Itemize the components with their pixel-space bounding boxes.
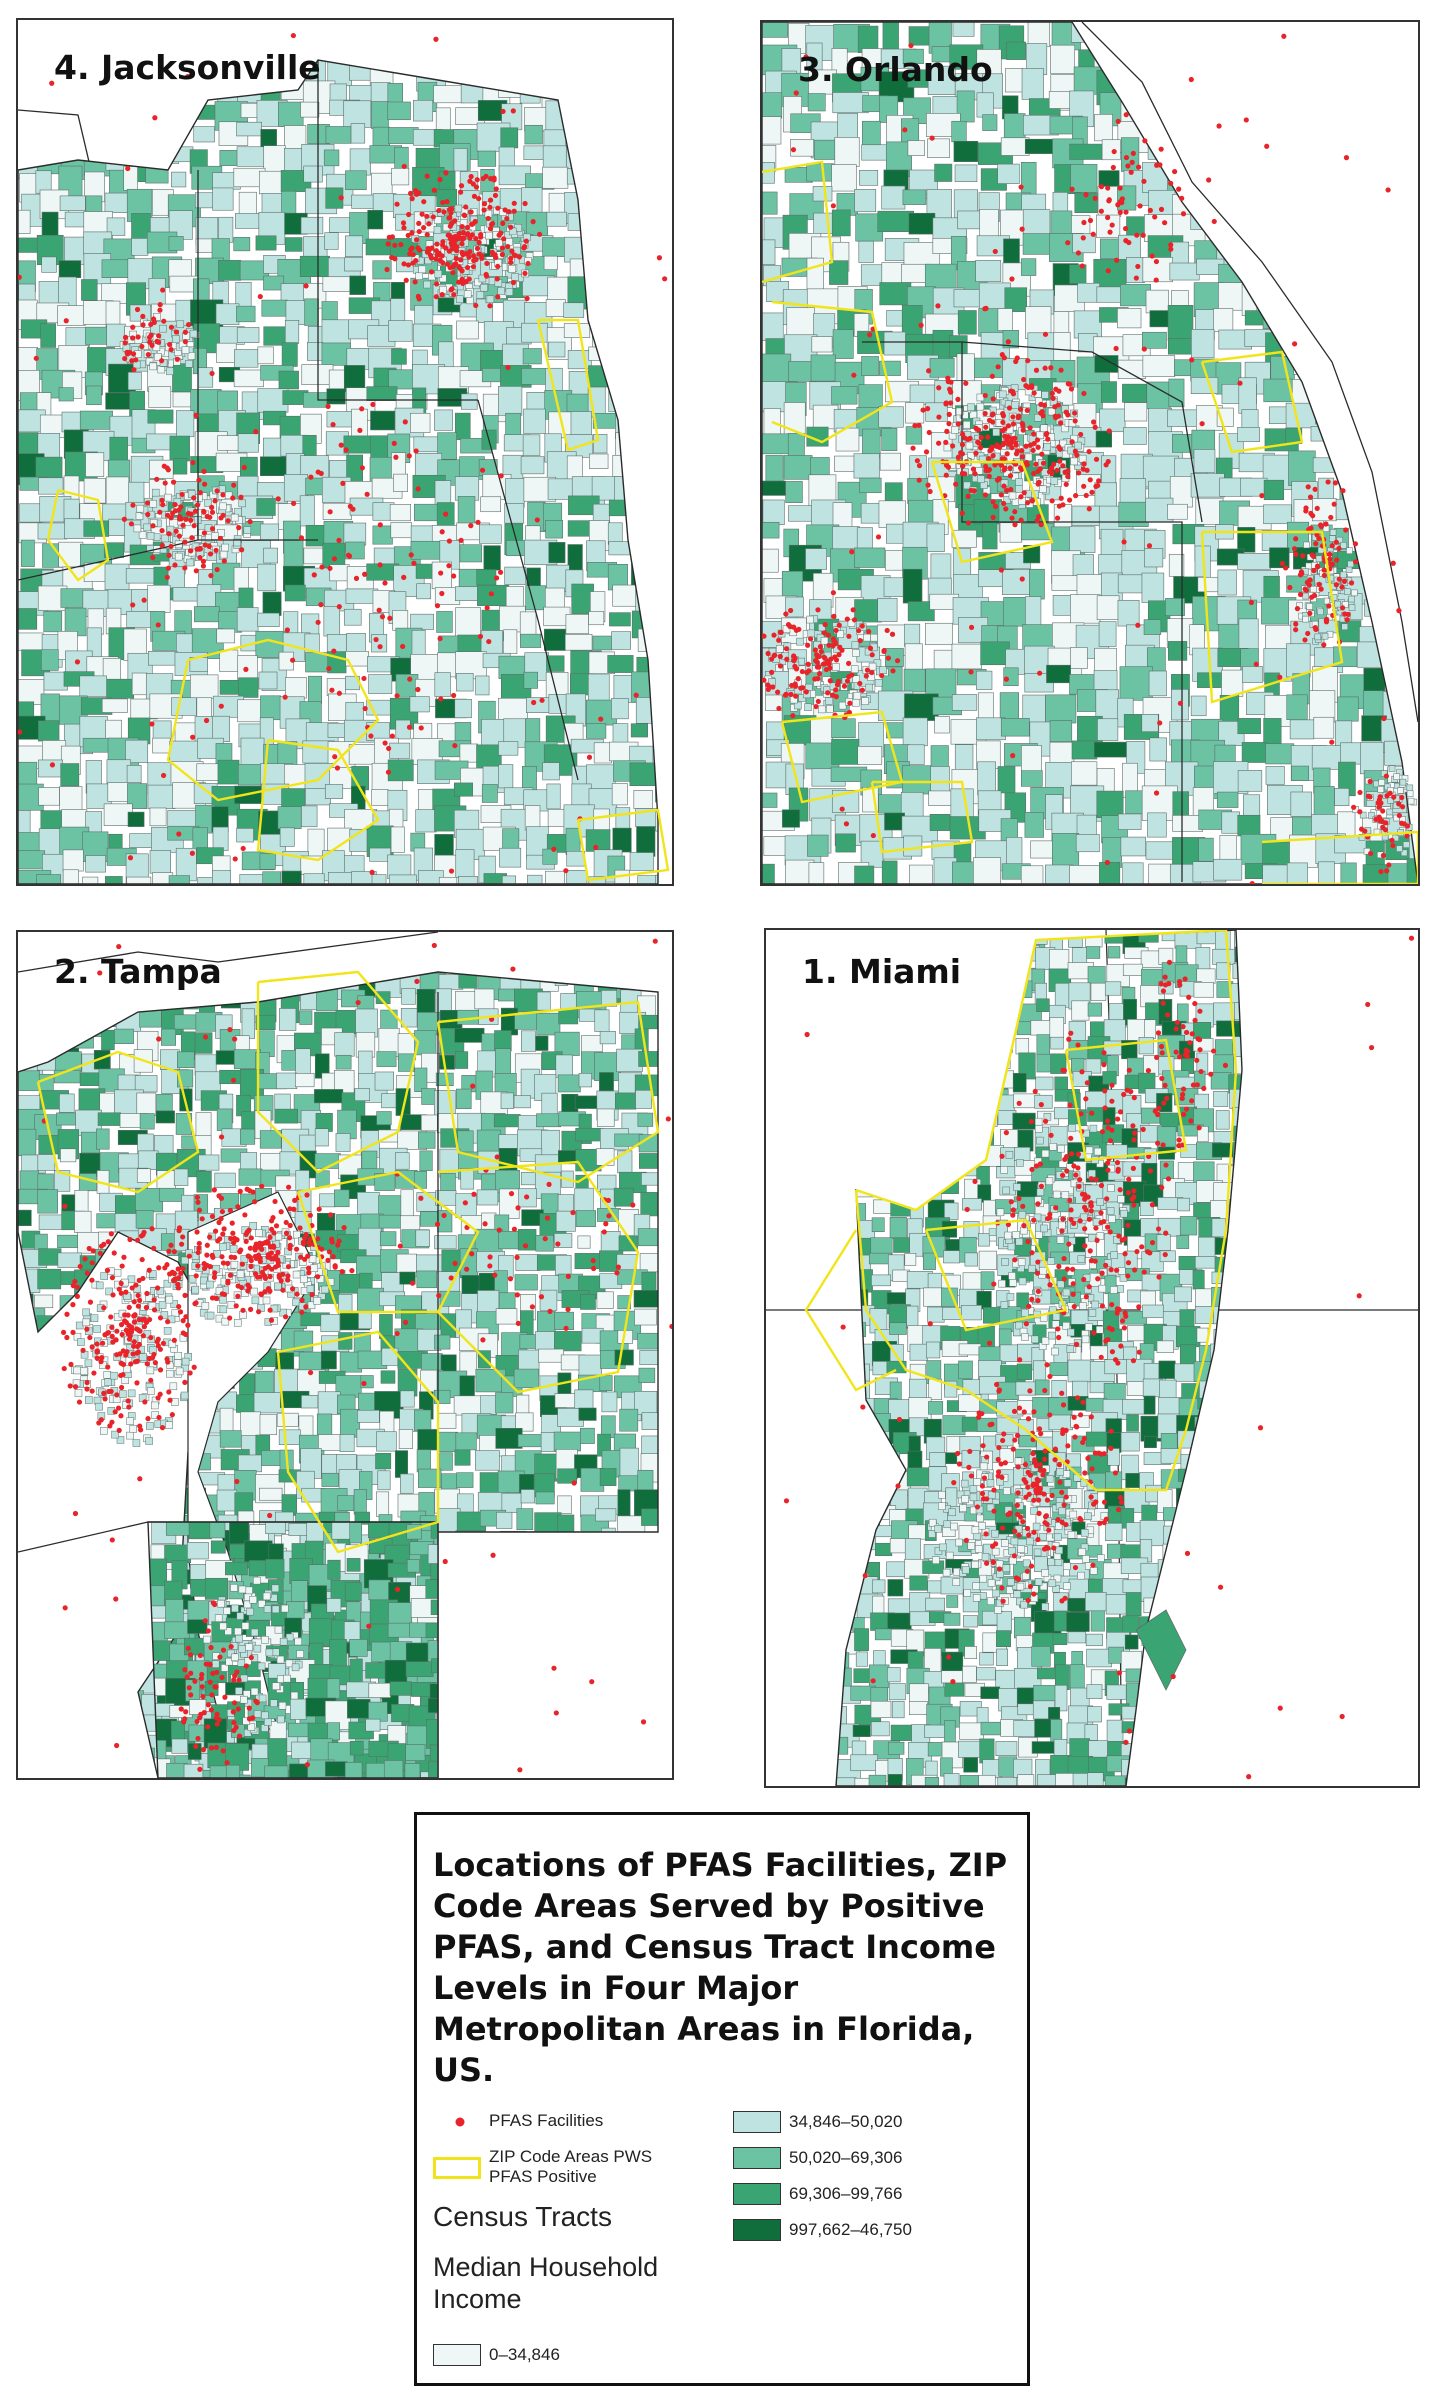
legend-title: Locations of PFAS Facilities, ZIP Code A… — [433, 1846, 1008, 2089]
income-class-5-label: 997,662–46,750 — [789, 2220, 912, 2239]
panel-title-tampa: 2. Tampa — [54, 952, 222, 991]
income-class-3-label: 50,020–69,306 — [789, 2148, 903, 2167]
zip-outline-swatch — [433, 2157, 481, 2179]
income-class-1-label: 0–34,846 — [489, 2345, 560, 2364]
map-legend: Locations of PFAS Facilities, ZIP Code A… — [414, 1812, 1030, 2386]
income-class-2-label: 34,846–50,020 — [789, 2112, 903, 2131]
pfas-dot-icon — [455, 2117, 465, 2127]
panel-title-orlando: 3. Orlando — [798, 50, 993, 89]
panel-title-jacksonville: 4. Jacksonville — [54, 48, 321, 87]
miami-map — [766, 930, 1418, 1786]
tampa-map — [18, 932, 672, 1778]
orlando-map — [762, 22, 1418, 884]
legend-pfas-label: PFAS Facilities — [489, 2111, 604, 2130]
map-panel-tampa: 2. Tampa — [16, 930, 674, 1780]
income-swatch-5 — [733, 2219, 781, 2241]
income-swatch-1 — [433, 2344, 481, 2366]
income-swatch-4 — [733, 2183, 781, 2205]
legend-census-heading: Census Tracts — [433, 2201, 612, 2232]
legend-income-heading: Median Household Income — [433, 2252, 659, 2314]
income-swatch-3 — [733, 2147, 781, 2169]
legend-zip-label: ZIP Code Areas PWS PFAS Positive — [489, 2147, 653, 2186]
map-panel-orlando: 3. Orlando — [760, 20, 1420, 886]
map-panel-miami: 1. Miami — [764, 928, 1420, 1788]
jacksonville-map — [18, 32, 670, 884]
income-swatch-2 — [733, 2111, 781, 2133]
map-panel-jacksonville: 4. Jacksonville — [16, 18, 674, 886]
income-class-4-label: 69,306–99,766 — [789, 2184, 903, 2203]
panel-title-miami: 1. Miami — [802, 952, 962, 991]
